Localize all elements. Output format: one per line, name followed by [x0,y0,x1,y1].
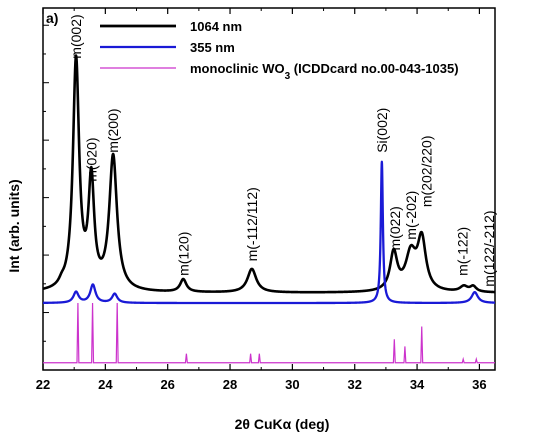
peak-label: m(020) [83,137,99,181]
legend-label: monoclinic WO3 (ICDDcard no.00-043-1035) [190,61,459,82]
peak-label: m(-122) [454,227,470,276]
x-tick-label: 36 [472,377,486,392]
peak-label: m(120) [175,232,191,276]
peak-label: m(122/-212) [481,210,497,286]
x-tick-label: 22 [36,377,50,392]
x-tick-label: 32 [347,377,361,392]
legend: 1064 nm 355 nm monoclinic WO3 (ICDDcard no… [100,19,459,82]
series-reference-sticks [43,303,495,364]
peak-label: m(002) [68,14,84,58]
x-tick-label: 26 [160,377,174,392]
peak-label: m(022) [387,206,403,250]
legend-label: 355 nm [190,40,235,55]
peak-annotations: m(002) m(020) m(200) m(120) m(-112/112) Si(00… [68,14,497,286]
x-tick-label: 24 [98,377,113,392]
series-layer [42,54,496,364]
series-1064nm-line [42,54,496,294]
legend-label: 1064 nm [190,19,242,34]
x-axis-label: 2θ CuKα (deg) [235,416,330,432]
peak-label: m(200) [105,108,121,152]
peak-label: m(-112/112) [244,187,260,261]
peak-label: m(-202) [403,191,419,240]
plot-frame [42,7,496,371]
y-axis-label: Int (arb. units) [6,179,22,272]
axes: 22 24 26 28 30 32 34 36 [36,7,496,392]
panel-label: a) [46,10,58,26]
x-tick-label: 28 [223,377,237,392]
peak-label: Si(002) [374,108,390,153]
peak-label: m(202/220) [418,136,434,208]
x-tick-label: 34 [410,377,425,392]
series-355nm-line [42,160,496,305]
x-tick-label: 30 [285,377,299,392]
